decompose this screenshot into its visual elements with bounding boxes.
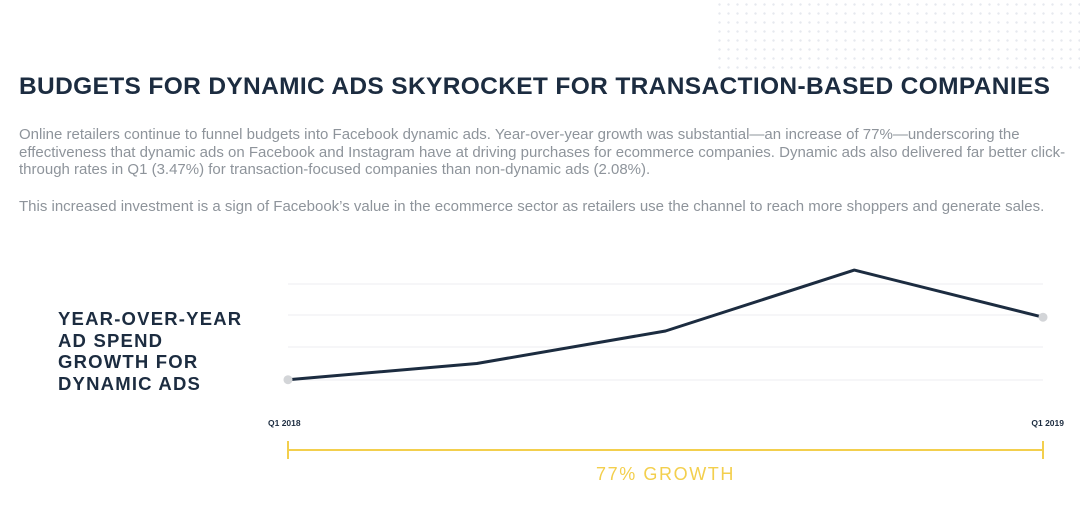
chart-side-label-line: DYNAMIC ADS <box>58 372 202 394</box>
chart-side-label: YEAR-OVER-YEAR AD SPEND GROWTH FOR DYNAM… <box>58 308 278 394</box>
chart-x-ticks: Q1 2018 Q1 2019 <box>268 418 1064 428</box>
line-endpoint-marker <box>283 375 293 385</box>
chart-side-label-line: YEAR-OVER-YEAR <box>58 308 243 329</box>
page-title: BUDGETS FOR DYNAMIC ADS SKYROCKET FOR TR… <box>19 73 1051 100</box>
second-paragraph: This increased investment is a sign of F… <box>19 197 1045 215</box>
x-tick-label: Q1 2019 <box>1031 418 1064 428</box>
growth-label: 77% GROWTH <box>596 464 735 484</box>
growth-bracket: 77% GROWTH <box>287 441 1044 484</box>
intro-paragraph: Online retailers continue to funnel budg… <box>19 126 1066 178</box>
chart-side-label-line: GROWTH FOR <box>58 351 199 372</box>
line-endpoint-marker <box>1038 312 1048 322</box>
body-text: Online retailers continue to funnel budg… <box>19 126 1074 215</box>
x-tick-label: Q1 2018 <box>268 418 301 428</box>
chart-gridlines <box>288 283 1043 381</box>
chart-line-series <box>283 268 1048 385</box>
ad-spend-growth-line <box>286 268 1045 382</box>
dot-pattern-decoration <box>715 0 1080 70</box>
chart-side-label-line: AD SPEND <box>58 329 164 351</box>
